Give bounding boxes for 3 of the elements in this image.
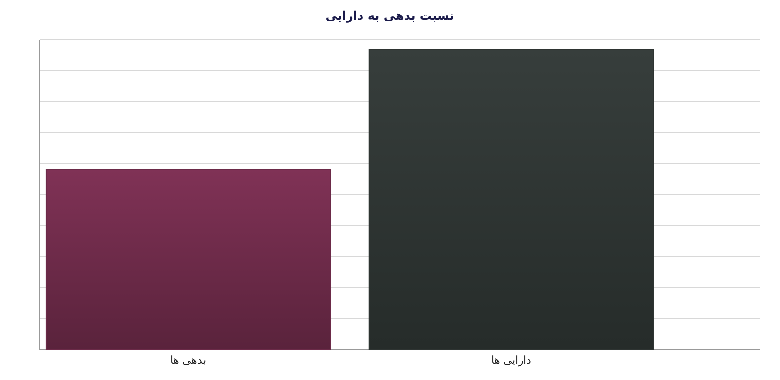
chart-title: نسبت بدهی به دارایی xyxy=(326,9,454,23)
x-tick-label: بدهی ها xyxy=(170,355,207,367)
x-tick-label: دارایی ها xyxy=(491,355,532,367)
